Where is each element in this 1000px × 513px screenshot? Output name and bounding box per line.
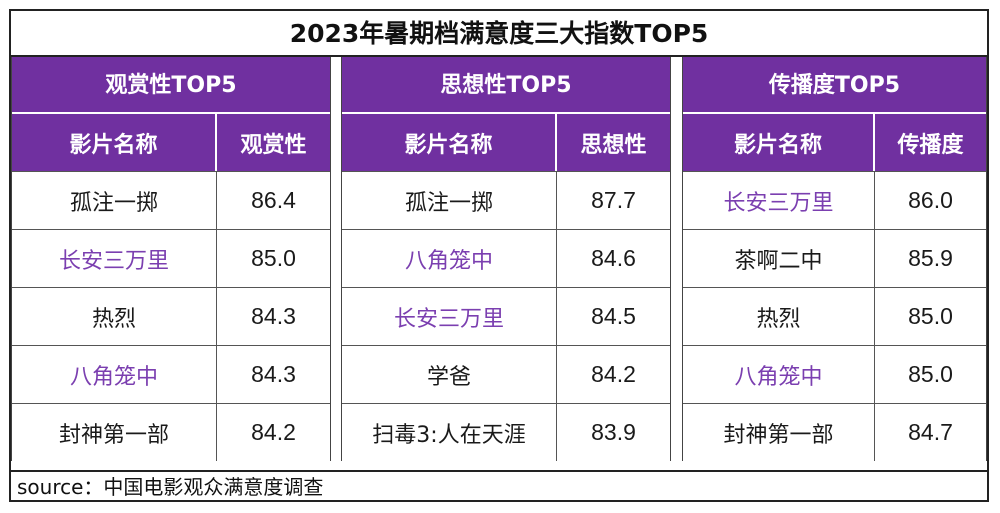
column-headers: 影片名称 观赏性: [12, 114, 330, 171]
table-row: 长安三万里 84.5: [342, 287, 670, 345]
table-frame: 2023年暑期档满意度三大指数TOP5 观赏性TOP5 影片名称 观赏性 孤注一…: [9, 9, 989, 502]
column-header-name: 影片名称: [12, 114, 217, 171]
film-name-cell: 长安三万里: [12, 230, 217, 287]
score-cell: 84.3: [251, 361, 296, 387]
film-name-cell: 孤注一掷: [342, 172, 557, 229]
table-row: 八角笼中 85.0: [683, 345, 986, 403]
score-cell: 84.7: [908, 419, 953, 445]
score-cell: 86.0: [908, 187, 953, 213]
score-cell: 83.9: [591, 419, 636, 445]
table-row: 学爸 84.2: [342, 345, 670, 403]
column-header-value: 传播度: [897, 132, 964, 158]
table-rows: 长安三万里 86.0 茶啊二中 85.9 热烈 85.0 八角笼中 85.0 封神第一部 84.7: [683, 171, 986, 461]
score-cell: 85.0: [908, 361, 953, 387]
column-header-value: 思想性: [580, 132, 647, 158]
table-row: 八角笼中 84.3: [12, 345, 330, 403]
film-name-cell: 八角笼中: [12, 346, 217, 403]
table-row: 热烈 85.0: [683, 287, 986, 345]
score-cell: 87.7: [591, 187, 636, 213]
table-row: 孤注一掷 86.4: [12, 171, 330, 229]
table-row: 扫毒3:人在天涯 83.9: [342, 403, 670, 461]
table-row: 长安三万里 86.0: [683, 171, 986, 229]
column-header-name: 影片名称: [683, 114, 875, 171]
score-cell: 84.6: [591, 245, 636, 271]
table-rows: 孤注一掷 86.4 长安三万里 85.0 热烈 84.3 八角笼中 84.3 封神第一部 84.2: [12, 171, 330, 461]
table-block-1: 观赏性TOP5 影片名称 观赏性 孤注一掷 86.4 长安三万里 85.0 热烈 84.3…: [11, 57, 331, 461]
film-name-cell: 八角笼中: [342, 230, 557, 287]
film-name-cell: 学爸: [342, 346, 557, 403]
page-title: 2023年暑期档满意度三大指数TOP5: [11, 11, 987, 57]
score-cell: 86.4: [251, 187, 296, 213]
film-name-cell: 热烈: [12, 288, 217, 345]
film-name-cell: 封神第一部: [12, 404, 217, 461]
block-header: 思想性TOP5: [342, 57, 670, 114]
table-block-2: 思想性TOP5 影片名称 思想性 孤注一掷 87.7 八角笼中 84.6 长安三万里 84…: [341, 57, 671, 461]
score-cell: 84.2: [251, 419, 296, 445]
column-header-value: 观赏性: [240, 132, 307, 158]
table-row: 长安三万里 85.0: [12, 229, 330, 287]
film-name-cell: 长安三万里: [683, 172, 875, 229]
film-name-cell: 孤注一掷: [12, 172, 217, 229]
table-row: 封神第一部 84.7: [683, 403, 986, 461]
table-row: 孤注一掷 87.7: [342, 171, 670, 229]
column-header-name: 影片名称: [342, 114, 557, 171]
score-cell: 84.5: [591, 303, 636, 329]
film-name-cell: 茶啊二中: [683, 230, 875, 287]
table-rows: 孤注一掷 87.7 八角笼中 84.6 长安三万里 84.5 学爸 84.2 扫毒3:人在天涯 8…: [342, 171, 670, 461]
score-cell: 85.0: [251, 245, 296, 271]
block-header: 传播度TOP5: [683, 57, 986, 114]
film-name-cell: 封神第一部: [683, 404, 875, 461]
column-headers: 影片名称 传播度: [683, 114, 986, 171]
source-note: source：中国电影观众满意度调查: [11, 470, 987, 500]
table-row: 茶啊二中 85.9: [683, 229, 986, 287]
score-cell: 84.3: [251, 303, 296, 329]
film-name-cell: 长安三万里: [342, 288, 557, 345]
table-row: 热烈 84.3: [12, 287, 330, 345]
table-row: 八角笼中 84.6: [342, 229, 670, 287]
film-name-cell: 扫毒3:人在天涯: [342, 404, 557, 461]
film-name-cell: 八角笼中: [683, 346, 875, 403]
column-headers: 影片名称 思想性: [342, 114, 670, 171]
film-name-cell: 热烈: [683, 288, 875, 345]
block-header: 观赏性TOP5: [12, 57, 330, 114]
table-row: 封神第一部 84.2: [12, 403, 330, 461]
score-cell: 85.0: [908, 303, 953, 329]
score-cell: 85.9: [908, 245, 953, 271]
table-block-3: 传播度TOP5 影片名称 传播度 长安三万里 86.0 茶啊二中 85.9 热烈 85.0…: [682, 57, 987, 461]
score-cell: 84.2: [591, 361, 636, 387]
